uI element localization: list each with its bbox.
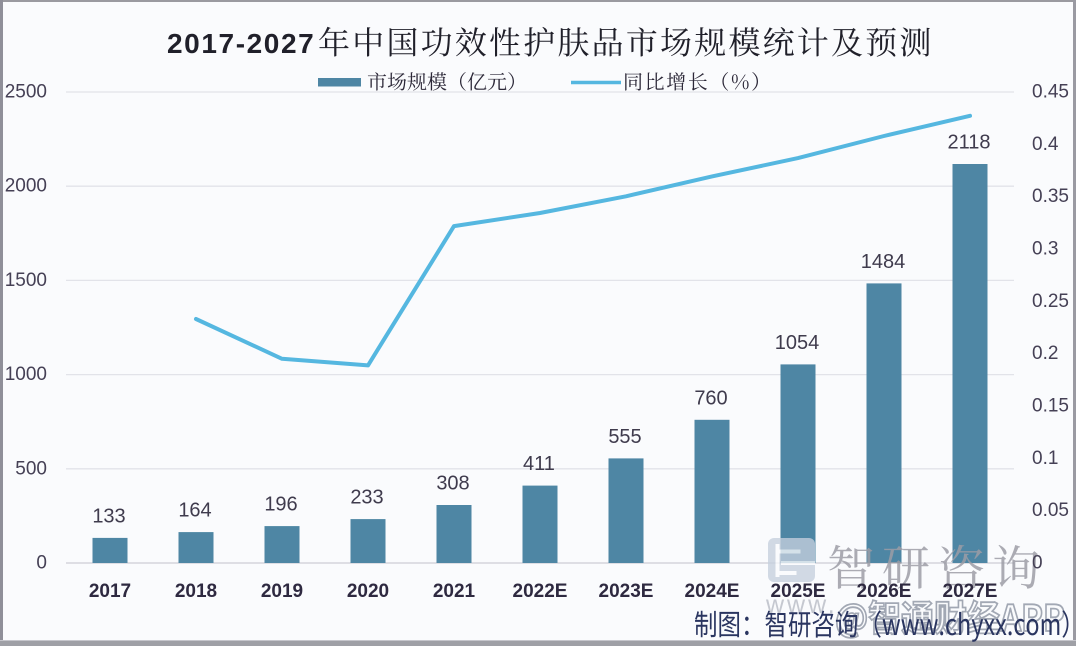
svg-text:1054: 1054 bbox=[775, 332, 820, 354]
svg-text:2024E: 2024E bbox=[685, 581, 740, 602]
svg-text:0: 0 bbox=[36, 553, 47, 574]
svg-text:2018: 2018 bbox=[175, 581, 217, 602]
svg-text:0.4: 0.4 bbox=[1032, 134, 1059, 155]
svg-text:2000: 2000 bbox=[5, 176, 47, 197]
svg-text:2023E: 2023E bbox=[599, 581, 654, 602]
svg-text:0: 0 bbox=[1032, 553, 1043, 574]
svg-text:308: 308 bbox=[436, 473, 469, 495]
svg-text:2118: 2118 bbox=[947, 132, 990, 154]
svg-text:2019: 2019 bbox=[261, 581, 303, 602]
svg-text:2017-2027: 2017-2027 bbox=[167, 28, 315, 59]
svg-text:760: 760 bbox=[694, 387, 727, 409]
svg-text:0.3: 0.3 bbox=[1032, 239, 1058, 260]
svg-text:0.05: 0.05 bbox=[1032, 500, 1069, 521]
svg-text:555: 555 bbox=[608, 426, 641, 448]
svg-text:2017: 2017 bbox=[89, 581, 131, 602]
svg-text:2500: 2500 bbox=[5, 82, 47, 103]
svg-text:0.1: 0.1 bbox=[1032, 448, 1058, 469]
svg-text:2021: 2021 bbox=[433, 581, 476, 602]
svg-text:0.25: 0.25 bbox=[1032, 291, 1069, 312]
svg-text:0.35: 0.35 bbox=[1032, 186, 1069, 207]
svg-text:2022E: 2022E bbox=[513, 581, 568, 602]
svg-text:196: 196 bbox=[264, 494, 297, 516]
svg-text:2027E: 2027E bbox=[943, 581, 998, 602]
svg-text:133: 133 bbox=[92, 505, 125, 527]
svg-text:1484: 1484 bbox=[861, 251, 906, 273]
svg-text:2020: 2020 bbox=[347, 581, 389, 602]
svg-text:2026E: 2026E bbox=[857, 581, 912, 602]
svg-text:0.45: 0.45 bbox=[1032, 82, 1069, 103]
svg-text:164: 164 bbox=[178, 500, 211, 522]
svg-text:233: 233 bbox=[350, 487, 383, 509]
svg-text:0.15: 0.15 bbox=[1032, 396, 1069, 417]
svg-text:0.2: 0.2 bbox=[1032, 343, 1058, 364]
svg-text:411: 411 bbox=[523, 453, 555, 475]
svg-text:500: 500 bbox=[15, 458, 47, 479]
svg-text:1000: 1000 bbox=[5, 364, 47, 385]
svg-text:2025E: 2025E bbox=[771, 581, 826, 602]
svg-text:1500: 1500 bbox=[5, 270, 47, 291]
